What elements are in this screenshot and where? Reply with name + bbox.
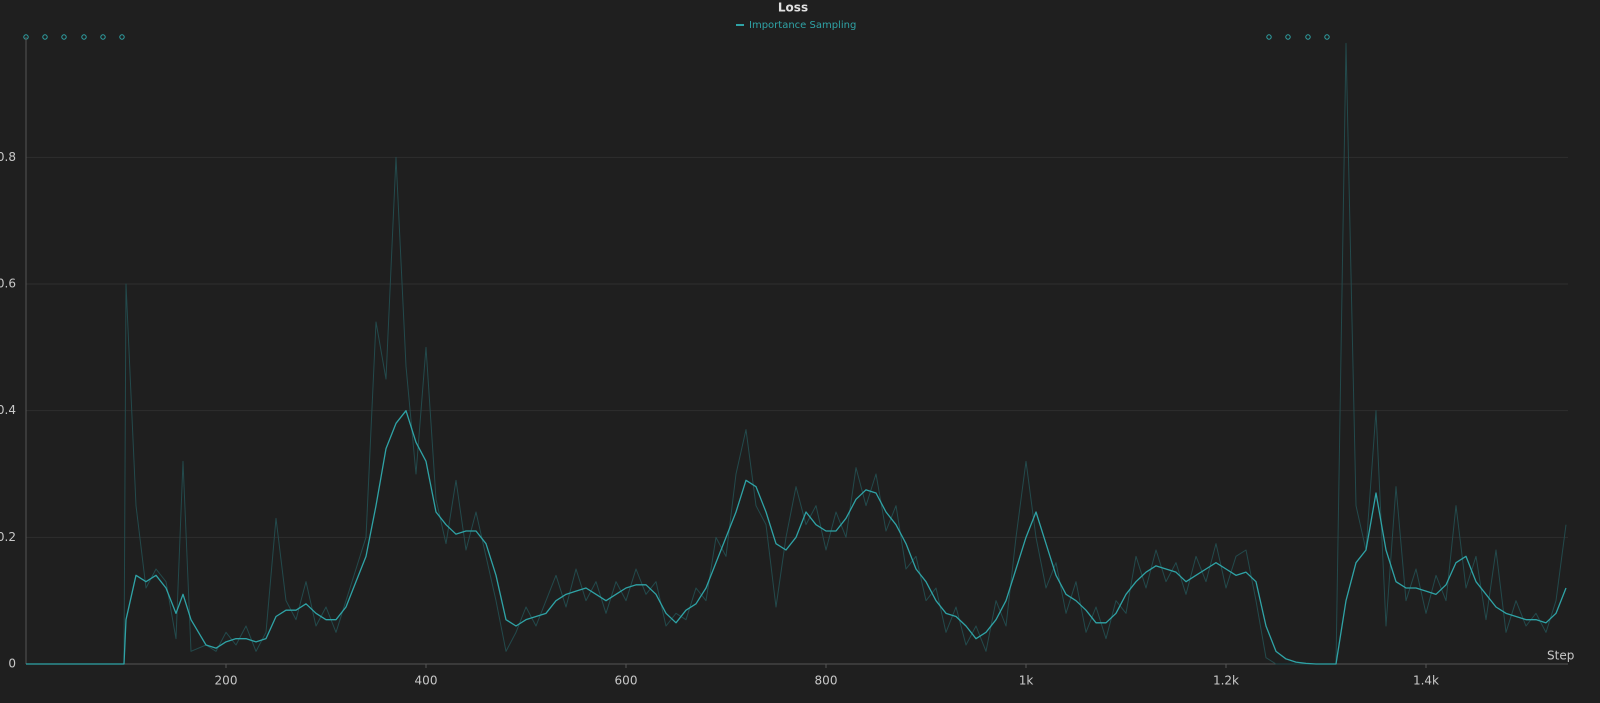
y-tick-label: 0.4 xyxy=(0,403,16,417)
x-tick-label: 600 xyxy=(615,674,638,688)
legend-label: Importance Sampling xyxy=(749,20,856,31)
y-tick-label: 0.2 xyxy=(0,530,16,544)
x-tick-label: 800 xyxy=(815,674,838,688)
smoothed-line xyxy=(26,410,1567,665)
x-tick-label: 200 xyxy=(215,674,238,688)
y-tick-label: 0.8 xyxy=(0,150,16,164)
x-tick-label: 400 xyxy=(415,674,438,688)
marker-dots xyxy=(23,34,1330,40)
chart-title: Loss xyxy=(778,1,808,15)
x-tick-label: 1.4k xyxy=(1413,674,1439,688)
x-tick-label: 1k xyxy=(1019,674,1034,688)
y-tick-label: 0.6 xyxy=(0,277,16,291)
x-axis-label: Step xyxy=(1547,649,1574,663)
y-tick-label: 0 xyxy=(8,657,16,671)
x-tick-label: 1.2k xyxy=(1213,674,1239,688)
